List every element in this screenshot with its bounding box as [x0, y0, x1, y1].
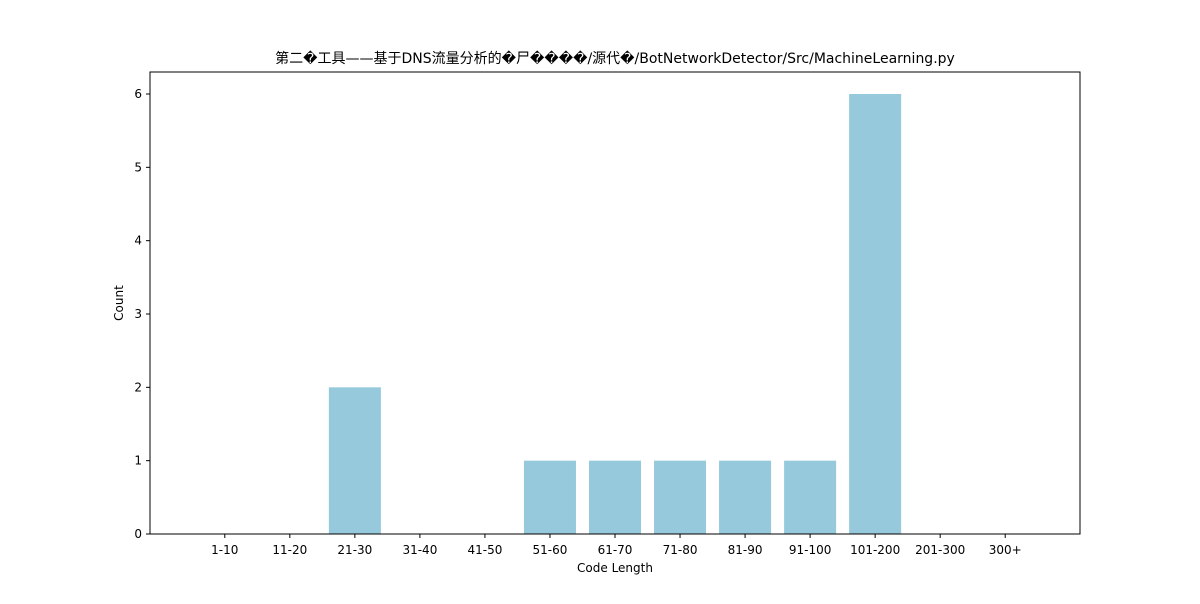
- y-tick-label: 6: [134, 87, 142, 101]
- y-tick-label: 1: [134, 454, 142, 468]
- x-tick-label: 11-20: [272, 543, 307, 557]
- x-tick-label: 21-30: [337, 543, 372, 557]
- y-axis: 0 1 2 3 4 5 6: [134, 87, 150, 541]
- x-tick-label: 1-10: [211, 543, 238, 557]
- x-tick-label: 300+: [989, 543, 1022, 557]
- x-tick-label: 101-200: [850, 543, 900, 557]
- x-tick-label: 71-80: [663, 543, 698, 557]
- bar-61-70: [588, 460, 642, 534]
- y-tick-label: 4: [134, 234, 142, 248]
- y-tick-label: 3: [134, 307, 142, 321]
- x-tick-label: 201-300: [915, 543, 965, 557]
- y-tick-label: 2: [134, 380, 142, 394]
- bar-91-100: [784, 460, 837, 534]
- x-tick-label: 51-60: [533, 543, 568, 557]
- x-tick-label: 81-90: [728, 543, 763, 557]
- chart-title: 第二�工具——基于DNS流量分析的�尸����/源代�/BotNetworkDe…: [275, 50, 955, 67]
- bar-51-60: [523, 460, 576, 534]
- y-tick-label: 0: [134, 527, 142, 541]
- bar-21-30: [328, 387, 381, 534]
- bars-layer: [328, 94, 902, 534]
- x-axis: 1-10 11-20 21-30 31-40 41-50 51-60 61-70 71-80 8…: [211, 534, 1022, 557]
- bar-71-80: [654, 460, 707, 534]
- y-axis-label: Count: [112, 285, 126, 321]
- y-tick-label: 5: [134, 160, 142, 174]
- x-axis-label: Code Length: [577, 561, 653, 575]
- bar-101-200: [849, 94, 902, 534]
- x-tick-label: 31-40: [402, 543, 437, 557]
- x-tick-label: 61-70: [598, 543, 633, 557]
- bar-81-90: [719, 460, 772, 534]
- x-tick-label: 41-50: [467, 543, 502, 557]
- x-tick-label: 91-100: [789, 543, 832, 557]
